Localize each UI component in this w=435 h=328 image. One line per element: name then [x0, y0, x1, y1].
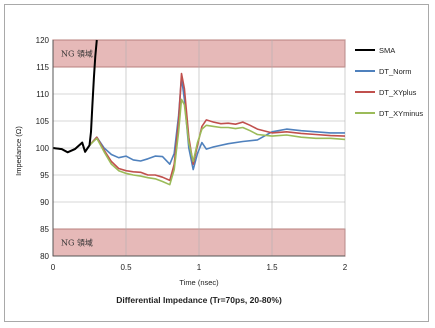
- x-tick-label: 0.5: [120, 263, 132, 272]
- legend-label: DT_XYminus: [379, 109, 423, 118]
- x-axis-label: Time (nsec): [179, 278, 219, 287]
- impedance-chart: NG 領域 NG 領域 80 85 90 95 100 105 110 115 120 0 0.5 1 1…: [14, 36, 423, 305]
- series-line-sma: [52, 39, 98, 154]
- y-tick-label: 105: [36, 117, 50, 126]
- y-tick-label: 90: [40, 198, 49, 207]
- y-tick-label: 115: [36, 63, 49, 72]
- series-lines: [52, 39, 346, 186]
- y-tick-label: 80: [40, 252, 49, 261]
- ng-region-label: NG 領域: [61, 238, 93, 248]
- y-tick-label: 110: [36, 90, 49, 99]
- axes: [52, 40, 345, 257]
- chart-frame: NG 領域 NG 領域 80 85 90 95 100 105 110 115 120 0 0.5 1 1…: [4, 4, 429, 322]
- x-tick-label: 1.5: [266, 263, 278, 272]
- legend-label: SMA: [379, 46, 395, 55]
- x-tick-label: 2: [343, 263, 348, 272]
- chart-caption: Differential Impedance (Tr=70ps, 20-80%): [116, 295, 282, 305]
- x-tick-label: 1: [197, 263, 202, 272]
- y-tick-label: 100: [36, 144, 50, 153]
- series-line-dt-xyminus: [52, 98, 346, 186]
- legend-label: DT_Norm: [379, 67, 412, 76]
- ng-region-label: NG 領域: [61, 49, 93, 59]
- y-axis-label: Impedance (Ω): [14, 126, 23, 176]
- tick-labels: 80 85 90 95 100 105 110 115 120 0 0.5 1 1.5 2: [36, 36, 348, 272]
- y-tick-label: 95: [40, 171, 49, 180]
- legend-label: DT_XYplus: [379, 88, 417, 97]
- y-tick-label: 85: [40, 225, 49, 234]
- y-tick-label: 120: [36, 36, 50, 45]
- x-tick-label: 0: [51, 263, 56, 272]
- legend: SMA DT_Norm DT_XYplus DT_XYminus: [355, 46, 423, 118]
